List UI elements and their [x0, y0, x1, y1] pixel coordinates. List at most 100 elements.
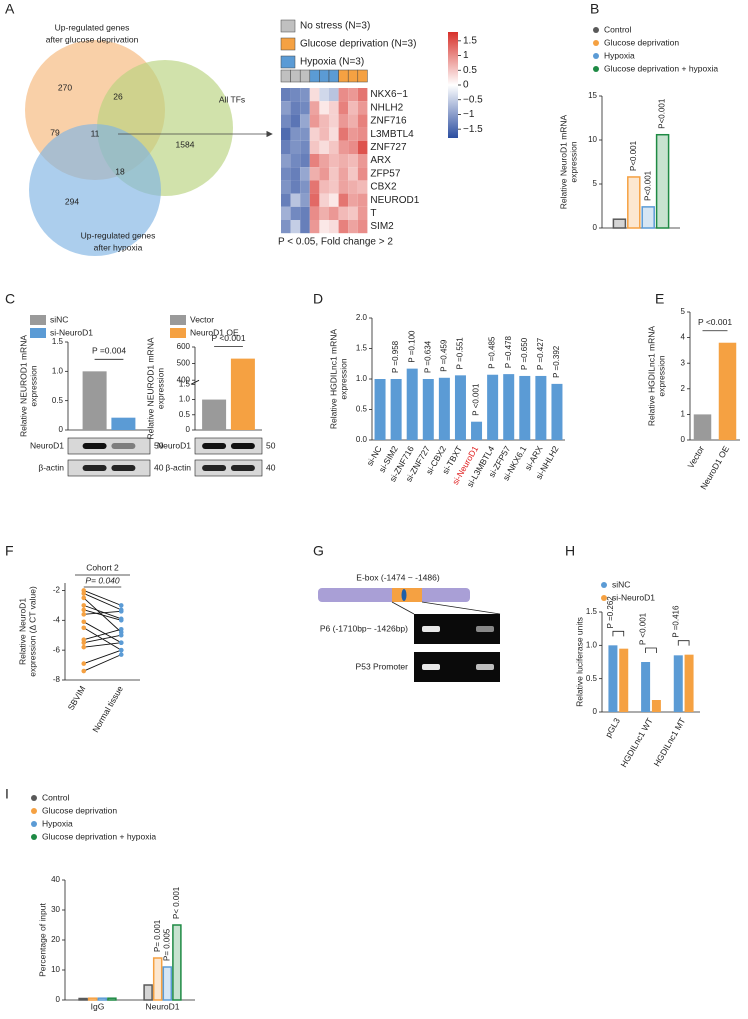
point	[118, 647, 124, 653]
heat-cell	[357, 167, 368, 181]
bar	[78, 997, 88, 1001]
column-group	[328, 69, 339, 83]
pair-line	[83, 642, 122, 648]
p-label: P =0.485	[488, 336, 497, 369]
legend-swatch	[601, 582, 607, 588]
row-label: NEUROD1	[370, 195, 419, 206]
y-tick-label: 5	[681, 307, 686, 316]
venn-circle	[29, 124, 161, 256]
point	[118, 640, 124, 645]
blot-strip	[67, 459, 151, 477]
colorbar-label: −1.5	[463, 124, 483, 135]
y-tick-label: -6	[53, 645, 61, 654]
p-label: P =0.427	[536, 337, 545, 370]
y-tick-label: 1.5	[179, 379, 191, 388]
region-count: 11	[91, 128, 100, 138]
heat-cell	[281, 88, 291, 102]
panel-letter: D	[313, 291, 323, 307]
zoom-line	[391, 601, 415, 615]
heat-cell	[319, 180, 329, 194]
pair-line	[83, 590, 122, 606]
heat-cell	[300, 154, 310, 168]
heat-cell	[319, 193, 329, 207]
y-tick-label: 10	[51, 965, 60, 974]
heat-cell	[300, 140, 310, 154]
heat-cell	[290, 154, 301, 168]
point	[118, 609, 124, 614]
bar	[651, 700, 661, 712]
zoom-line	[421, 601, 501, 615]
heat-cell	[309, 127, 320, 141]
y-tick-label: -8	[53, 675, 61, 684]
legend-swatch	[31, 795, 37, 801]
bar	[111, 417, 136, 430]
p-label: P =0.634	[423, 340, 432, 373]
heat-cell	[300, 180, 310, 194]
bar	[438, 377, 450, 440]
bar	[202, 399, 227, 430]
y-axis-label: expression	[155, 368, 165, 409]
bar	[503, 374, 515, 440]
p-label: P= 0.005	[162, 928, 171, 961]
significance-bracket	[612, 630, 625, 637]
heat-cell	[319, 154, 329, 168]
blot-label: β-actin	[165, 462, 191, 472]
heat-cell	[319, 220, 329, 234]
bar	[471, 421, 483, 440]
heat-cell	[290, 220, 301, 234]
heat-cell	[348, 180, 358, 194]
heat-cell	[281, 167, 291, 181]
ebox-label: E-box (-1474 ~ -1486)	[356, 572, 440, 582]
heat-cell	[357, 101, 368, 115]
y-axis-label: expression (Δ CT value)	[27, 586, 37, 677]
pair-line	[83, 649, 122, 665]
heat-cell	[319, 206, 329, 220]
legend-label: Vector	[190, 314, 214, 324]
heat-cell	[309, 180, 320, 194]
heat-cell	[281, 206, 291, 220]
colorbar-label: 1	[463, 50, 469, 61]
blot-label: NeuroD1	[157, 440, 191, 450]
heat-cell	[348, 220, 358, 234]
y-tick-label: 15	[588, 91, 597, 100]
point	[81, 619, 87, 625]
pair-line	[83, 634, 122, 644]
legend-label: siNC	[50, 314, 68, 324]
blot-marker: 50	[266, 440, 276, 450]
heat-cell	[281, 140, 291, 154]
heat-cell	[281, 154, 291, 168]
heat-cell	[329, 114, 339, 128]
bar	[390, 379, 402, 440]
y-tick-label: 400	[177, 375, 191, 384]
y-tick-label: 0.5	[356, 405, 368, 414]
bar	[454, 375, 466, 440]
y-tick-label: 1.5	[52, 337, 64, 346]
y-tick-label: 1.0	[356, 374, 368, 383]
bar	[641, 206, 655, 229]
heat-cell	[300, 88, 310, 102]
bar	[143, 984, 153, 1001]
row-label: ZNF727	[370, 142, 407, 153]
row-label: ARX	[370, 155, 391, 166]
legend-swatch	[31, 821, 37, 827]
p-annotation: P <0.001	[211, 333, 245, 343]
p-annotation: P =0.262	[606, 596, 615, 629]
p-label: P<0.001	[629, 140, 638, 171]
heat-cell	[300, 220, 310, 234]
pair-line	[83, 654, 122, 672]
heat-cell	[338, 167, 349, 181]
legend-swatch	[593, 27, 599, 33]
y-tick-label: -2	[53, 586, 61, 595]
bar	[684, 654, 694, 712]
region-count: 26	[113, 91, 123, 101]
heat-cell	[300, 206, 310, 220]
bar	[230, 358, 255, 430]
y-axis-label: Relative NeuroD1	[17, 598, 27, 665]
point	[118, 632, 124, 638]
bar	[406, 368, 418, 440]
heat-cell	[338, 127, 349, 141]
panel-letter: F	[5, 543, 14, 559]
heat-cell	[338, 180, 349, 194]
blot-band	[82, 443, 107, 449]
p-annotation: P =0.004	[92, 346, 126, 356]
